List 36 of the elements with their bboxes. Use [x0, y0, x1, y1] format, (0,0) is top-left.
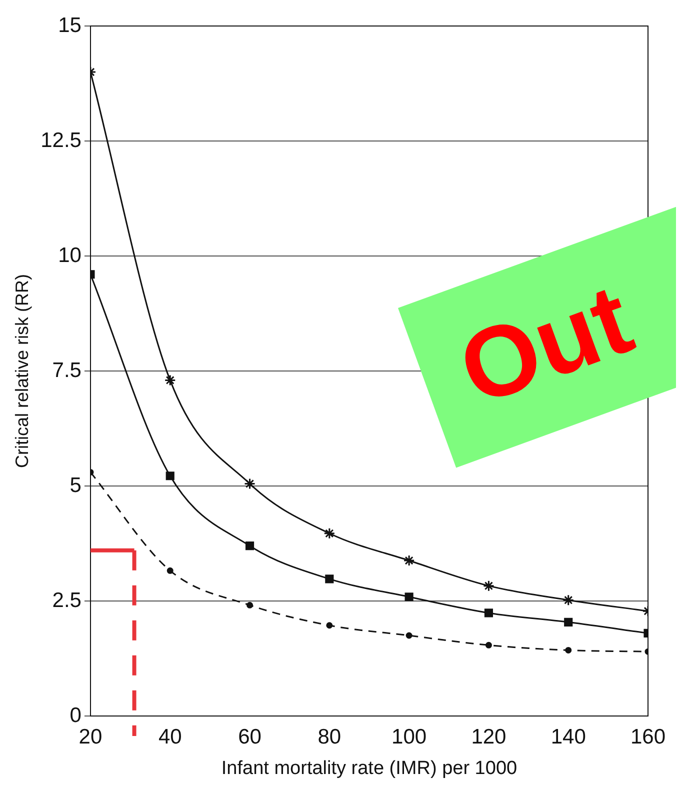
- y-axis-title: Critical relative risk (RR): [12, 274, 32, 468]
- point: [164, 374, 176, 386]
- point: [565, 646, 572, 654]
- point: [403, 554, 415, 566]
- x-tick-label: 140: [550, 725, 586, 748]
- point: [325, 574, 334, 584]
- point: [244, 478, 256, 490]
- point: [485, 642, 492, 648]
- point: [245, 542, 254, 550]
- point: [406, 632, 412, 639]
- point: [326, 622, 333, 629]
- y-tick-label: 7.5: [52, 358, 82, 382]
- x-tick-label: 120: [471, 725, 506, 748]
- point: [564, 618, 573, 626]
- y-tick-label: 15: [58, 14, 82, 37]
- annotation: Out: [444, 261, 646, 428]
- x-tick-label: 20: [78, 725, 102, 748]
- point: [246, 602, 254, 608]
- point: [484, 608, 493, 618]
- point: [562, 594, 574, 606]
- x-tick-label: 100: [392, 725, 427, 748]
- x-tick-label: 60: [238, 725, 262, 748]
- point: [482, 580, 494, 592]
- x-tick-label: 160: [630, 725, 666, 748]
- point: [166, 567, 174, 574]
- x-tick-label: 40: [158, 725, 182, 748]
- point: [324, 528, 336, 540]
- y-tick-label: 10: [58, 244, 82, 267]
- point: [404, 592, 414, 602]
- x-axis-title: Infant mortality rate (IMR) per 1000: [221, 758, 518, 779]
- y-tick-label: 2.5: [52, 588, 82, 612]
- y-tick-label: 5: [70, 474, 82, 497]
- y-tick-label: 0: [70, 704, 82, 727]
- x-tick-label: 80: [318, 725, 342, 748]
- y-tick-label: 12.5: [40, 128, 82, 152]
- point: [166, 472, 174, 480]
